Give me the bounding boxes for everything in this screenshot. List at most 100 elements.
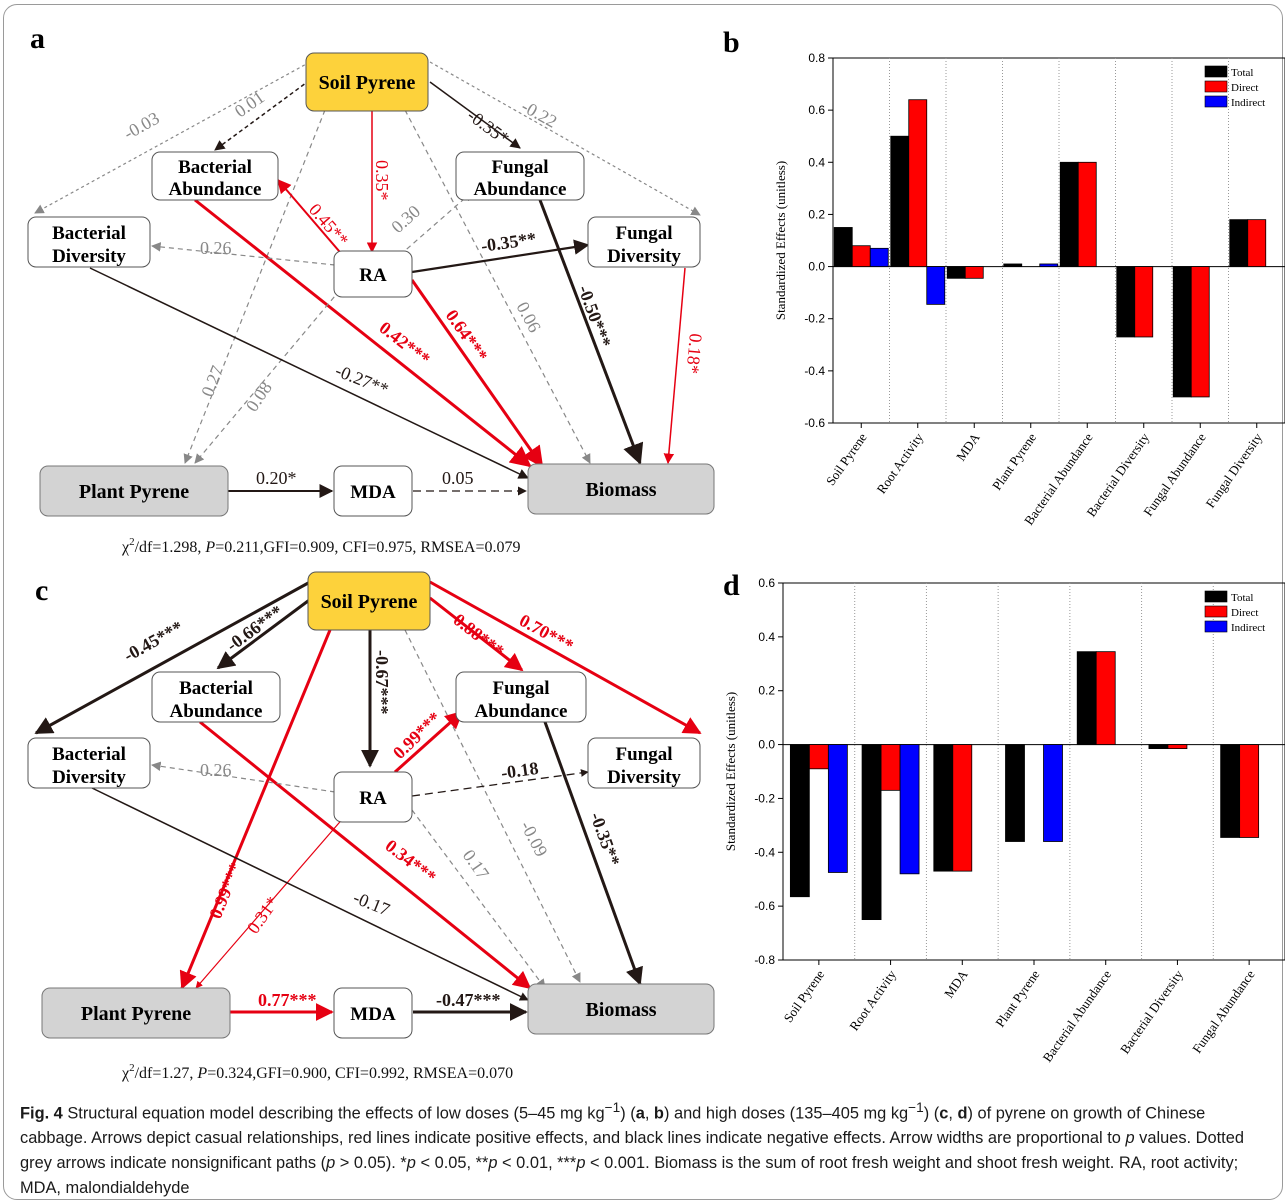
node-biomass: Biomass — [527, 463, 715, 515]
panel-b-bar-total — [833, 227, 853, 267]
coef-pp-mda: 0.20* — [256, 468, 297, 488]
svg-text:Fungal: Fungal — [615, 744, 672, 765]
panel-d-bar-total — [1148, 744, 1169, 750]
coef-bd-bio: -0.17 — [351, 887, 393, 920]
arrow-ra-fa — [399, 191, 473, 256]
coef-sp-pp: 0.27 — [197, 363, 227, 400]
coef-sp-bio: -0.09 — [516, 817, 551, 859]
panel-b-y-tick-label: 0.2 — [808, 207, 825, 221]
panel-b-y-tick-label: -0.4 — [804, 364, 825, 378]
coef-sp-bd: -0.45*** — [120, 617, 186, 666]
panel-d-legend-label: Indirect — [1231, 622, 1265, 634]
panel-b-bar-direct — [851, 245, 871, 267]
svg-text:RA: RA — [359, 788, 387, 809]
panel-b-bar-indirect — [1039, 263, 1059, 267]
arrow-ra-ba — [277, 178, 346, 259]
panel-d-bar-direct — [1095, 651, 1116, 745]
panel-c-sem-diagram: c Soil Pyrene Bacterial Abundance Fungal… — [27, 571, 715, 1082]
node-ra: RA — [333, 771, 413, 823]
arrow-sp-fa — [429, 596, 524, 672]
node-soil-pyrene: Soil Pyrene — [305, 52, 429, 112]
panel-d-bar-indirect — [899, 744, 920, 875]
panel-d-bar-total — [1005, 744, 1025, 842]
arrow-sp-fd — [429, 61, 701, 216]
svg-text:MDA: MDA — [350, 1004, 396, 1025]
panel-d-x-tick-label: Plant Pyrene — [992, 967, 1042, 1030]
arrow-ra-bio — [410, 279, 544, 468]
arrow-ra-bio — [411, 809, 546, 989]
panel-d-bar-indirect — [1043, 744, 1063, 842]
panel-c-arrows — [34, 580, 702, 1021]
panel-c-letter: c — [35, 574, 48, 607]
panel-d-legend-swatch — [1204, 620, 1228, 633]
svg-text:Diversity: Diversity — [607, 767, 681, 788]
arrow-sp-bio — [404, 629, 581, 983]
arrow-bd-bio — [89, 267, 529, 479]
panel-d-letter: d — [723, 569, 740, 602]
panel-b-bar-direct — [1134, 266, 1154, 338]
panel-d-x-tick-label: MDA — [941, 967, 971, 1001]
arrow-sp-bd — [34, 61, 311, 214]
panel-d-y-tick-label: 0.4 — [758, 630, 775, 644]
panel-d-x-tick-label: Bacterial Diversity — [1117, 967, 1186, 1057]
panel-d-legend-swatch — [1204, 605, 1228, 618]
panel-b-legend-swatch — [1204, 95, 1228, 108]
panel-b-x-tick-label: Fungal Diversity — [1203, 430, 1266, 511]
svg-text:Abundance: Abundance — [170, 701, 263, 722]
panel-d-bar-direct — [880, 744, 901, 791]
node-plant-pyrene: Plant Pyrene — [41, 987, 231, 1039]
node-bacterial-abundance: Bacterial Abundance — [151, 151, 279, 201]
node-mda: MDA — [333, 987, 413, 1039]
panel-a-arrows — [34, 61, 701, 498]
svg-text:Diversity: Diversity — [52, 246, 126, 267]
panel-b-legend-swatch — [1204, 80, 1228, 93]
panel-b-bar-indirect — [869, 247, 889, 267]
panel-d-bar-chart: d 0.6 0.4 0.2 0.0 -0.2 -0.4 -0.6 -0.8 Standardiz… — [723, 569, 1285, 1065]
panel-a-fit-indices: χ2/df=1.298, P=0.211,GFI=0.909, CFI=0.97… — [121, 536, 521, 556]
panel-b-y-tick-label: -0.2 — [804, 312, 825, 326]
node-mda: MDA — [333, 465, 413, 517]
svg-text:RA: RA — [359, 265, 387, 286]
arrow-sp-pp — [183, 109, 326, 464]
svg-text:MDA: MDA — [350, 482, 396, 503]
coef-sp-fd: -0.22 — [518, 96, 560, 132]
coef-ra-ba: 0.45** — [305, 200, 353, 250]
arrow-ba-bio — [194, 198, 532, 468]
coef-mda-bio: -0.47*** — [436, 990, 501, 1010]
panel-b-y-tick-label: 0.6 — [808, 103, 825, 117]
node-bacterial-diversity: Bacterial Diversity — [27, 216, 151, 268]
panel-b-legend-label: Indirect — [1231, 97, 1265, 109]
panel-d-x-tick-label: Root Activity — [846, 967, 899, 1034]
node-fungal-diversity: Fungal Diversity — [587, 216, 701, 268]
panel-d-x-tick-label: Fungal Abundance — [1189, 967, 1258, 1056]
panel-d-bar-indirect — [827, 744, 848, 873]
panel-b-x-tick-label: MDA — [953, 430, 983, 464]
svg-text:Plant Pyrene: Plant Pyrene — [79, 481, 189, 503]
coef-sp-ba: -0.66*** — [223, 601, 287, 655]
arrow-sp-ba — [214, 79, 311, 151]
panel-d-y-tick-label: 0.6 — [758, 576, 775, 590]
panel-b-y-tick-label: 0.8 — [808, 51, 825, 65]
coef-ba-bio: 0.42*** — [376, 317, 434, 369]
panel-b-bar-indirect — [926, 266, 946, 305]
panel-b-bar-chart: b 0.8 0.6 0.4 0.2 0.0 -0.2 -0.4 -0.6 Standardize… — [723, 26, 1285, 528]
panel-a-letter: a — [30, 22, 45, 55]
svg-text:Bacterial: Bacterial — [178, 157, 252, 178]
arrow-fd-bio — [663, 267, 686, 465]
node-fungal-abundance: Fungal Abundance — [455, 151, 585, 201]
panel-b-bar-direct — [1190, 266, 1210, 398]
panel-b-x-tick-label: Root Activity — [874, 430, 927, 497]
svg-text:Soil Pyrene: Soil Pyrene — [319, 72, 416, 94]
coef-ra-pp: 0.31* — [243, 893, 283, 938]
arrow-bd-bio — [91, 787, 529, 1001]
arrow-ra-fd — [411, 769, 589, 797]
coef-ra-pp: 0.08 — [242, 378, 276, 415]
arrow-sp-fa — [429, 81, 521, 149]
coef-sp-fa: 0.88*** — [450, 609, 508, 661]
coef-ra-bd: 0.26 — [200, 238, 232, 258]
coef-sp-ra: -0.67*** — [372, 650, 392, 715]
arrow-ba-bio — [199, 720, 532, 990]
panel-d-bar-direct — [1239, 744, 1260, 838]
svg-text:Soil Pyrene: Soil Pyrene — [321, 591, 418, 613]
panel-b-legend-label: Direct — [1231, 82, 1258, 94]
